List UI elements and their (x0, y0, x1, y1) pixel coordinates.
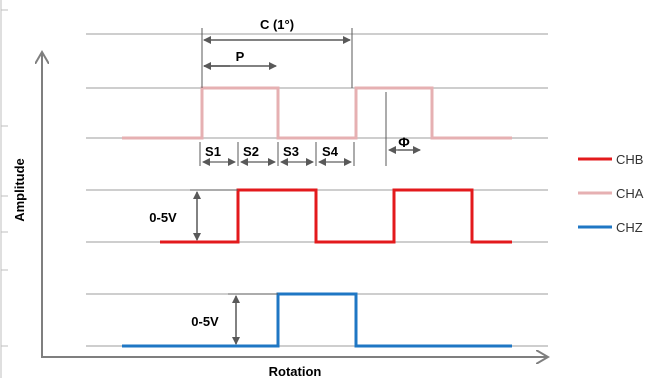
cha-waveform (122, 86, 512, 140)
chb-waveform (160, 188, 512, 244)
legend-label-chz: CHZ (616, 220, 643, 235)
state-dividers (199, 142, 355, 166)
legend-label-cha: CHA (616, 186, 644, 201)
state-label-s3: S3 (283, 144, 299, 159)
chb-amplitude-label: 0-5V (149, 210, 177, 225)
phase-label: Φ (398, 134, 410, 150)
pulse-label: P (236, 49, 245, 64)
x-axis-label: Rotation (269, 364, 322, 378)
legend-label-chb: CHB (616, 152, 643, 167)
period-label: C (1°) (260, 17, 294, 32)
chz-waveform (122, 292, 512, 348)
state-label-s1: S1 (205, 144, 221, 159)
y-axis-label: Amplitude (12, 158, 27, 222)
state-label-s2: S2 (243, 144, 259, 159)
chz-amplitude-label: 0-5V (191, 314, 219, 329)
legend: CHB CHA CHZ (578, 152, 644, 235)
state-label-s4: S4 (322, 144, 339, 159)
